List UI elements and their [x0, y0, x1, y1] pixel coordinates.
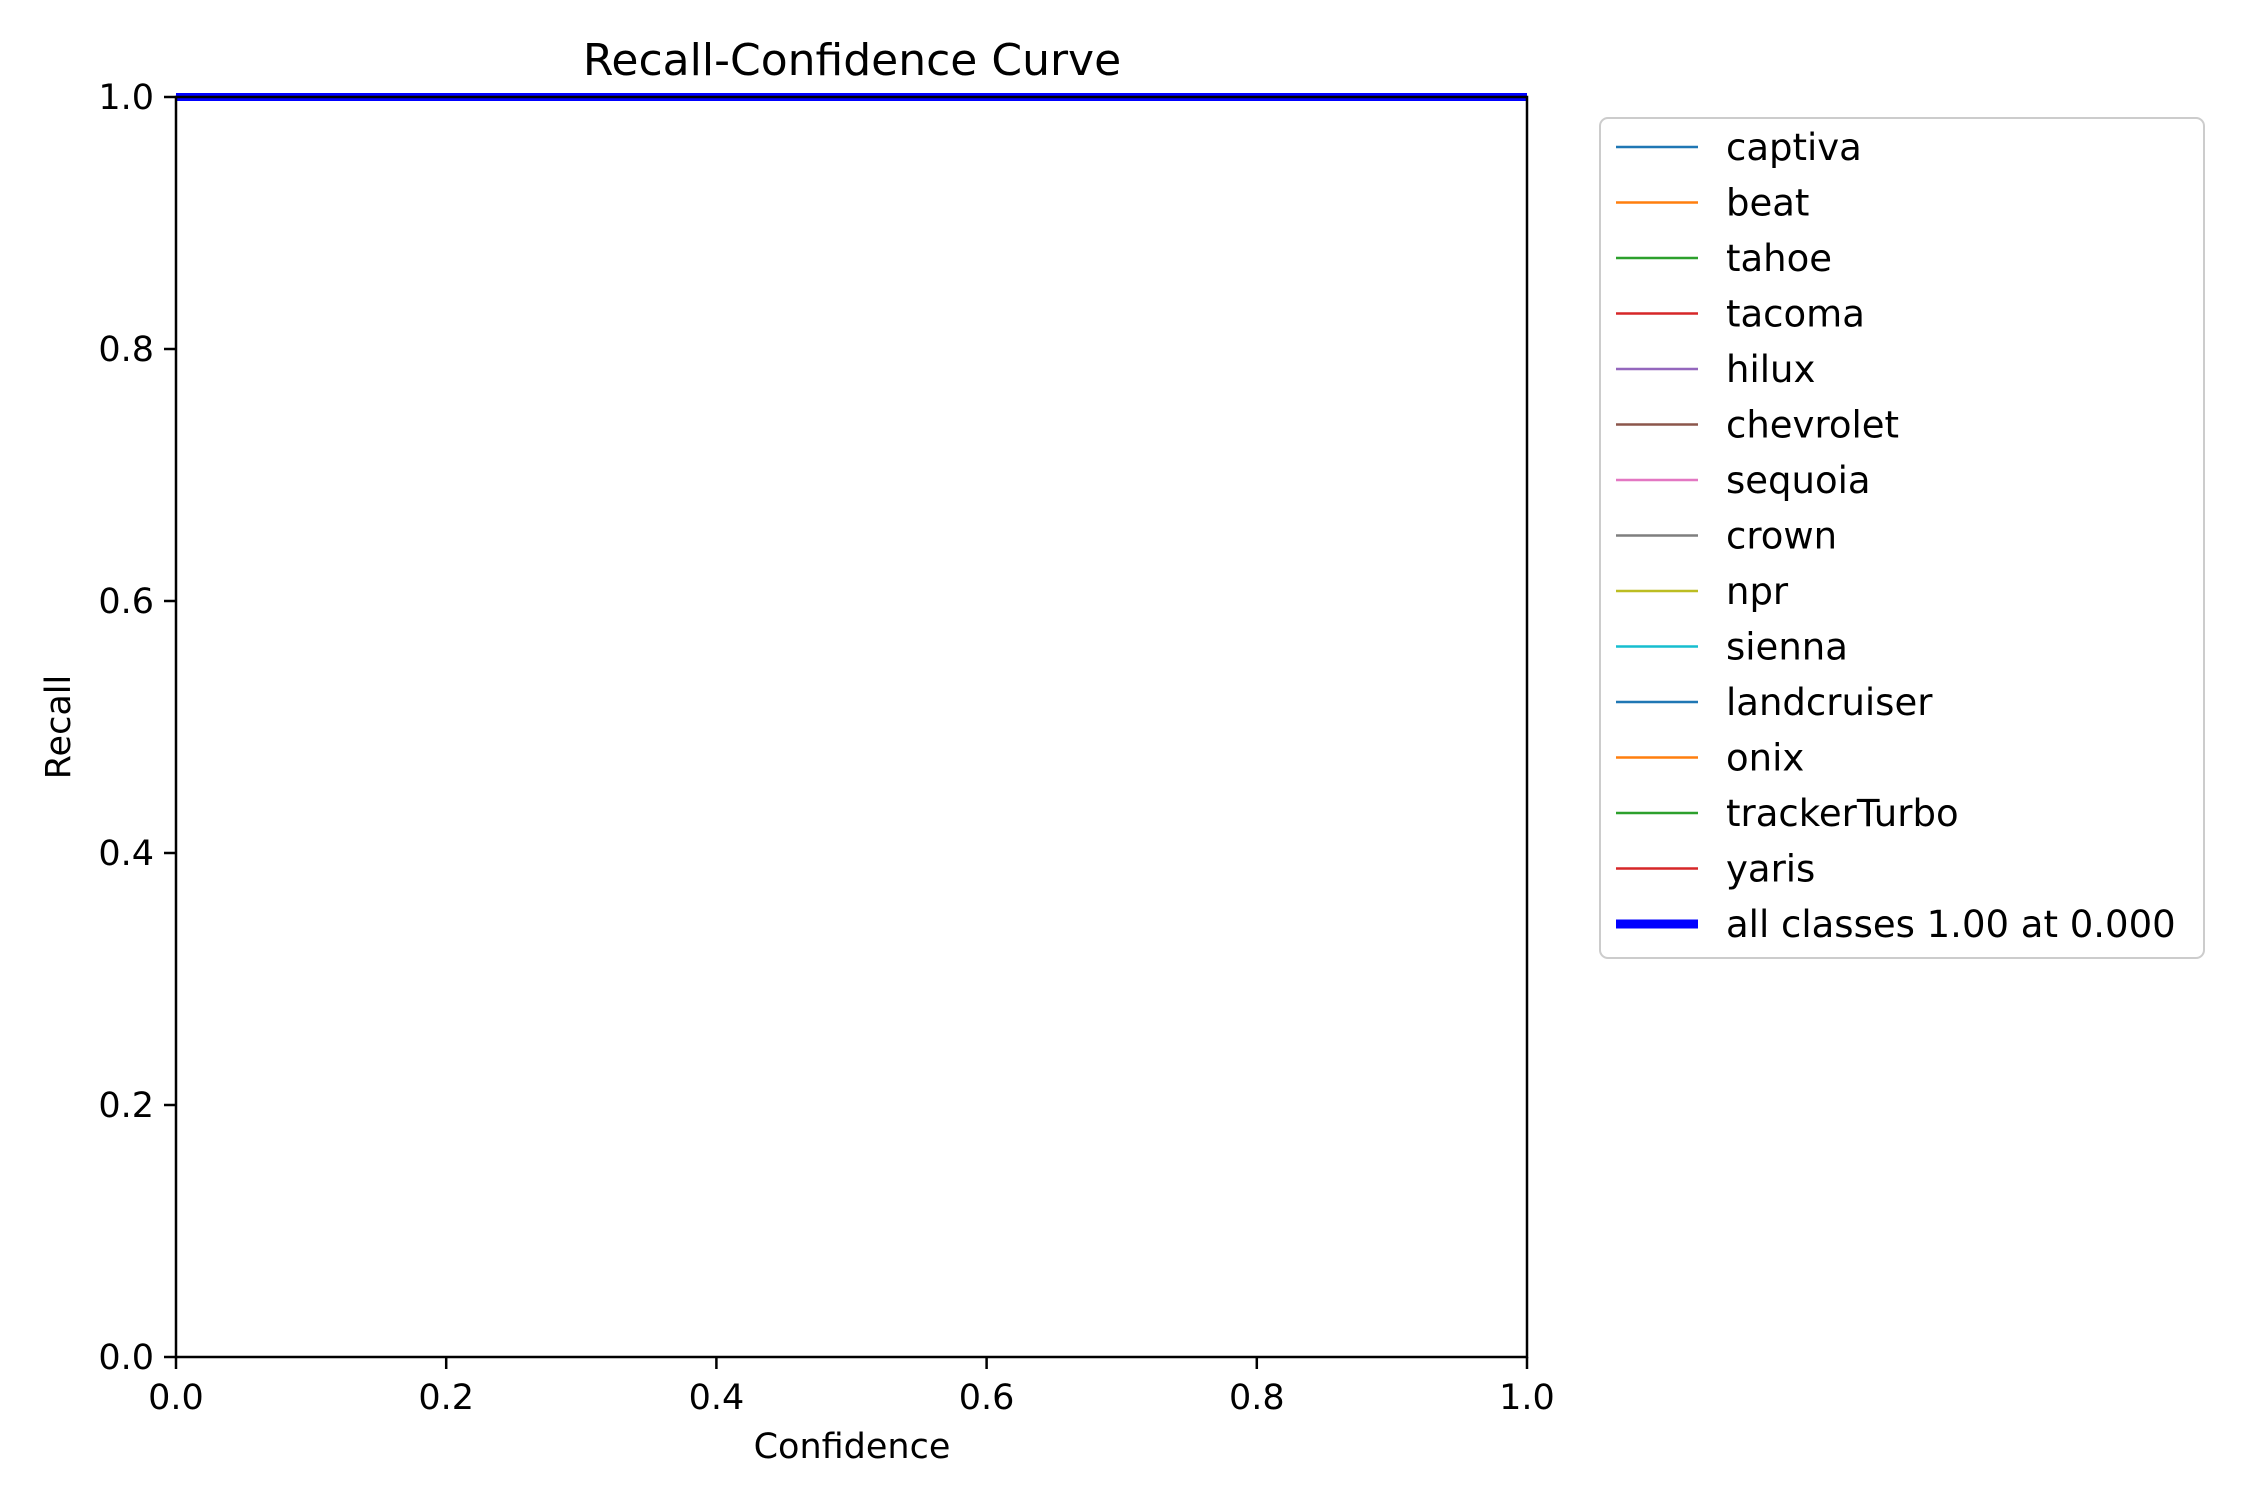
x-tick-label: 0.4 [689, 1378, 745, 1418]
legend-label-tahoe: tahoe [1726, 237, 1832, 280]
plot-area [174, 93, 1529, 1359]
y-axis-label: Recall [39, 675, 79, 779]
legend-frame [1599, 117, 2205, 959]
chart-title: Recall-Confidence Curve [583, 35, 1121, 86]
legend-items: captiva beat tahoe tacoma hilux chevrolet sequ… [1616, 126, 2176, 946]
legend-label-sienna: sienna [1726, 626, 1848, 669]
x-tick-label: 1.0 [1499, 1378, 1555, 1418]
y-tick-label: 0.2 [98, 1086, 154, 1126]
legend-label-captiva: captiva [1726, 126, 1862, 169]
x-tick-label: 0.8 [1229, 1378, 1285, 1418]
x-tick-label: 0.2 [418, 1378, 474, 1418]
y-tick-label: 0.0 [98, 1338, 154, 1378]
y-tick-label: 0.8 [98, 330, 154, 370]
x-axis-label: Confidence [754, 1427, 951, 1467]
y-tick-label: 1.0 [98, 78, 154, 118]
legend-label-onix: onix [1726, 737, 1804, 780]
x-tick-label: 0.0 [148, 1378, 204, 1418]
x-tick-label: 0.6 [959, 1378, 1015, 1418]
legend-label-yaris: yaris [1726, 848, 1815, 891]
legend-label-landcruiser: landcruiser [1726, 681, 1933, 724]
legend-label-trackerturbo: trackerTurbo [1726, 792, 1959, 835]
legend-label-hilux: hilux [1726, 348, 1815, 391]
y-axis-ticks: 0.0 0.2 0.4 0.6 0.8 1.0 [98, 78, 176, 1378]
legend-label-beat: beat [1726, 182, 1809, 225]
legend-label-tacoma: tacoma [1726, 293, 1865, 336]
legend-label-all-classes-1-00-at-0-000: all classes 1.00 at 0.000 [1726, 903, 2176, 946]
legend-label-chevrolet: chevrolet [1726, 404, 1899, 447]
axes-frame [174, 95, 1529, 1359]
legend: captiva beat tahoe tacoma hilux chevrolet sequ… [1599, 117, 2205, 959]
x-axis-ticks: 0.0 0.2 0.4 0.6 0.8 1.0 [148, 1357, 1555, 1418]
y-tick-label: 0.6 [98, 582, 154, 622]
legend-label-sequoia: sequoia [1726, 459, 1871, 502]
legend-label-npr: npr [1726, 570, 1789, 613]
legend-label-crown: crown [1726, 515, 1837, 558]
y-tick-label: 0.4 [98, 834, 154, 874]
